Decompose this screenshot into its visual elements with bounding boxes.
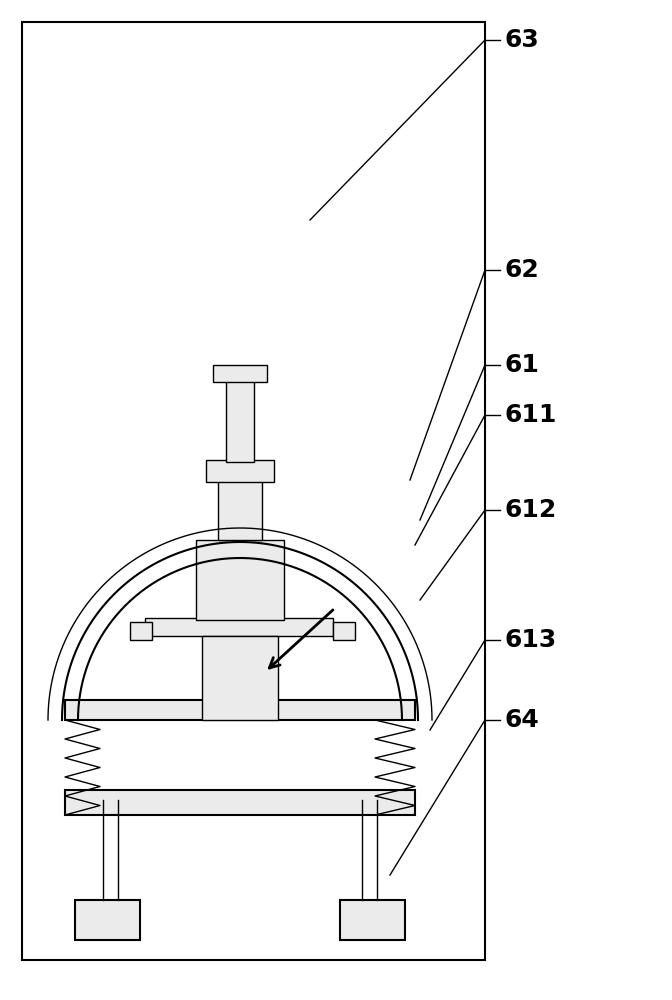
Bar xyxy=(218,480,262,540)
Text: 62: 62 xyxy=(505,258,540,282)
Bar xyxy=(213,365,267,382)
Bar xyxy=(65,790,415,815)
Text: 612: 612 xyxy=(505,498,557,522)
Bar xyxy=(65,700,415,720)
Bar xyxy=(202,636,278,720)
Text: 613: 613 xyxy=(505,628,557,652)
Bar xyxy=(145,618,333,636)
Bar xyxy=(130,622,152,640)
Text: 61: 61 xyxy=(505,353,540,377)
Text: 64: 64 xyxy=(505,708,540,732)
Bar xyxy=(226,380,254,462)
Bar xyxy=(340,900,405,940)
Bar xyxy=(206,460,274,482)
Bar xyxy=(22,22,485,960)
Bar xyxy=(333,622,355,640)
Text: 611: 611 xyxy=(505,403,557,427)
Bar xyxy=(196,540,284,620)
Bar xyxy=(75,900,140,940)
Text: 63: 63 xyxy=(505,28,540,52)
